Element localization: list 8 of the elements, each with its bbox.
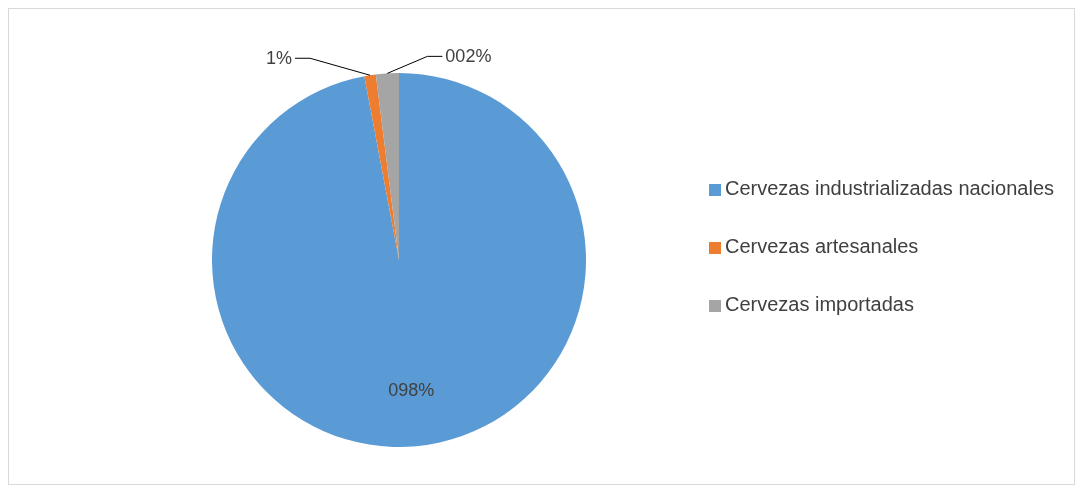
legend-label: Cervezas artesanales: [724, 234, 919, 257]
data-label: 098%: [388, 380, 435, 401]
legend-label: Cervezas industrializadas nacionales: [724, 176, 1054, 199]
pie-slice: [364, 74, 399, 260]
data-label: 002%: [445, 46, 492, 67]
data-label: 1%: [266, 48, 293, 69]
pie-slice: [212, 73, 586, 447]
legend-label: Cervezas importadas: [724, 292, 914, 315]
